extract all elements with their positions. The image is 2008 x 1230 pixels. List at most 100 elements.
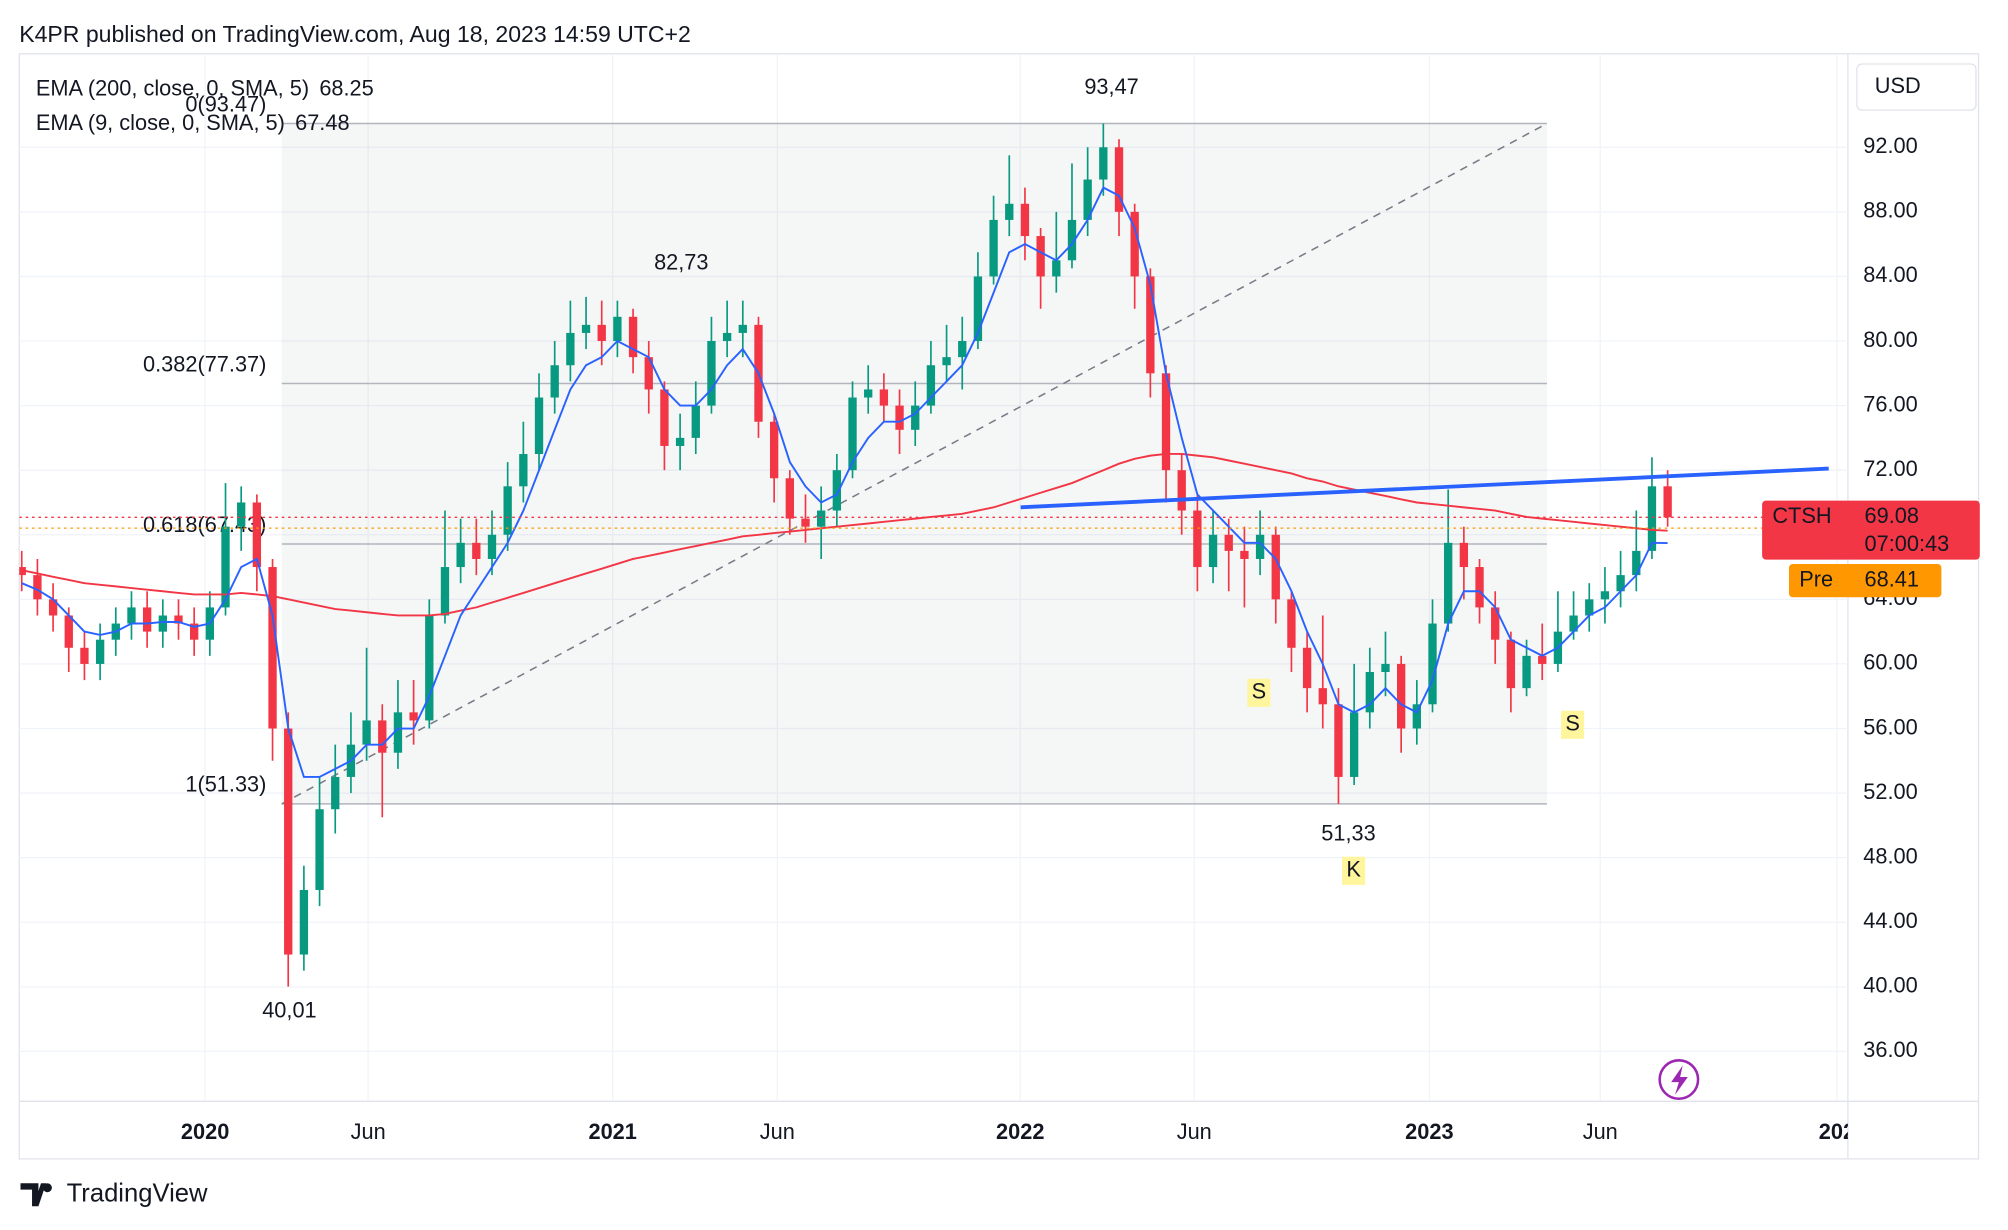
legend-value: 68.25: [319, 75, 373, 100]
fib-label: 0.382(77.37): [143, 351, 266, 376]
currency-button[interactable]: [1856, 63, 1977, 111]
y-tick-label: 76.00: [1863, 391, 1917, 416]
y-tick-label: 52.00: [1863, 779, 1917, 804]
candle-body: [801, 518, 810, 527]
y-tick-label: 40.00: [1863, 973, 1917, 998]
candle-body: [64, 615, 73, 648]
plot: 0(93.47) 0.382(77.37) 0.618(67.43) 1(51.33): [19, 91, 1848, 987]
candle-body: [1459, 542, 1469, 568]
candle-body: [1444, 542, 1453, 624]
candle-body: [1522, 655, 1531, 689]
candle-body: [1083, 179, 1092, 220]
candle-body: [1663, 486, 1672, 518]
candle-body: [534, 397, 544, 455]
candle-body: [393, 712, 403, 753]
x-tick-label: 2022: [996, 1119, 1044, 1144]
candle-body: [911, 405, 920, 430]
candle-body: [1538, 655, 1547, 664]
candle-body: [1005, 203, 1014, 220]
countdown: 07:00:43: [1865, 531, 1950, 556]
y-tick-label: 48.00: [1863, 843, 1917, 868]
candle-body: [958, 341, 967, 358]
candle-body: [174, 615, 183, 624]
candle-body: [1255, 534, 1265, 559]
candle-body: [487, 534, 497, 559]
candle-body: [1052, 260, 1061, 277]
candle-body: [284, 728, 293, 955]
header: K4PR published on TradingView.com, Aug 1…: [19, 21, 691, 47]
annotation-box: [1342, 856, 1366, 885]
candle-body: [378, 720, 387, 753]
candle-body: [158, 615, 167, 632]
candle-body: [769, 421, 779, 479]
x-tick-label: Jun: [1177, 1119, 1212, 1144]
candle-body: [519, 454, 528, 487]
candle-body: [1208, 534, 1218, 568]
candle-body: [597, 324, 606, 342]
candle-body: [252, 502, 262, 568]
candle-body: [785, 478, 794, 519]
candle-body: [1365, 671, 1374, 713]
candle-body: [942, 357, 951, 366]
pattern-label: S: [1252, 679, 1267, 704]
fib-label: 0.618(67.43): [143, 512, 266, 537]
candle-body: [1177, 470, 1186, 511]
candle-body: [1318, 688, 1327, 705]
pattern-label: K: [1346, 857, 1361, 882]
candle-body: [1396, 663, 1406, 729]
logo: [20, 1183, 52, 1207]
y-tick-label: 60.00: [1863, 650, 1917, 675]
candle-body: [1569, 615, 1578, 632]
candle-body: [1428, 623, 1437, 705]
last-price: 69.08: [1865, 503, 1919, 528]
axes: 36.0040.0044.0048.0052.0056.0060.0064.00…: [181, 133, 1918, 1144]
candle-body: [1271, 534, 1280, 600]
candle-body: [817, 510, 826, 527]
ema-line: [21, 453, 1668, 617]
price-annotation: 40,01: [262, 997, 316, 1022]
candle-body: [95, 639, 105, 664]
candle-body: [1412, 704, 1421, 729]
candle-body: [1067, 219, 1077, 261]
x-ticks: 2020 Jun 2021 Jun 2022 Jun 2023 Jun 202: [181, 1119, 1848, 1144]
candle-body: [707, 341, 716, 406]
candle-body: [628, 316, 638, 358]
x-tick-label: 2020: [181, 1119, 229, 1144]
y-tick-label: 36.00: [1863, 1037, 1917, 1062]
y-tick-label: 92.00: [1863, 133, 1917, 158]
fib-label: 0(93.47): [185, 91, 266, 116]
candle-body: [1632, 550, 1641, 576]
candle-body: [1099, 147, 1108, 180]
pattern-label: S: [1565, 711, 1580, 736]
candle-body: [1036, 236, 1045, 277]
symbol: CTSH: [1772, 503, 1831, 528]
currency[interactable]: USD: [1875, 73, 1921, 98]
candle-body: [268, 567, 277, 729]
candle-body: [1381, 663, 1390, 672]
candle-body: [221, 526, 230, 608]
candle-body: [1475, 567, 1484, 608]
annotation-box: [1561, 710, 1585, 739]
x-tick-label: Jun: [760, 1119, 795, 1144]
candle-body: [879, 389, 889, 406]
premarket-value: 68.41: [1865, 566, 1919, 591]
candle-body: [33, 575, 42, 600]
y-tick-label: 56.00: [1863, 714, 1917, 739]
candle-body: [1020, 203, 1030, 237]
price-annotation: 51,33: [1321, 821, 1375, 846]
candle-body: [80, 647, 89, 664]
candle-body: [127, 607, 136, 624]
annotation-box: [1247, 678, 1271, 707]
frame: [18, 53, 1980, 1160]
candle-body: [1302, 647, 1312, 689]
candle-body: [1130, 211, 1139, 277]
x-tick-label: 2021: [589, 1119, 637, 1144]
candle-body: [1146, 276, 1155, 374]
price-annotation: 93,47: [1084, 74, 1138, 99]
lightning-icon[interactable]: [1658, 1059, 1700, 1101]
candle-body: [1193, 510, 1202, 568]
candle-body: [1600, 591, 1610, 600]
candle-body: [299, 889, 309, 955]
legend-value: 67.48: [295, 110, 349, 135]
